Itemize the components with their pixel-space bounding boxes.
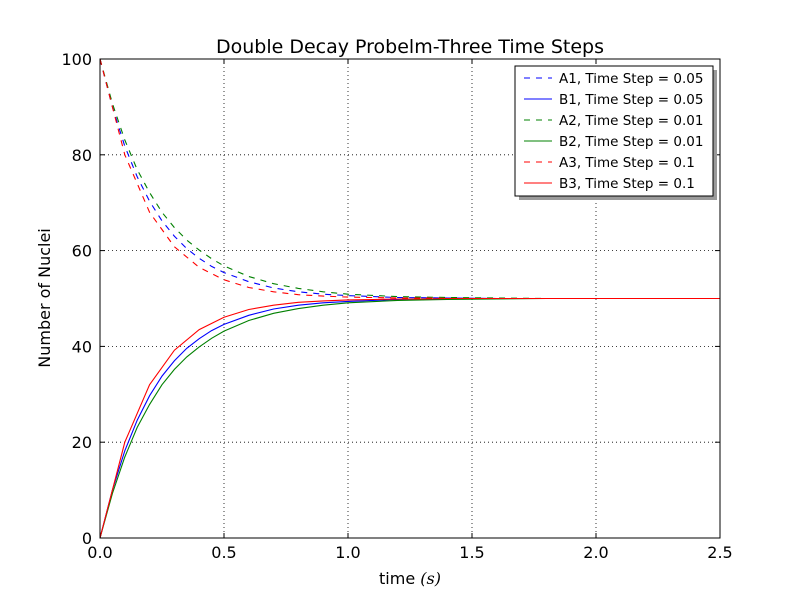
series-line-b3 <box>99 297 720 539</box>
y-tick-label: 40 <box>72 337 92 356</box>
legend-label: B1, Time Step = 0.05 <box>559 92 703 108</box>
y-tick-label: 20 <box>72 433 92 452</box>
legend-label: B3, Time Step = 0.1 <box>559 176 695 192</box>
y-tick-label: 80 <box>72 146 92 165</box>
x-axis-label-unit: (s) <box>420 569 441 588</box>
legend-label: A2, Time Step = 0.01 <box>559 113 703 129</box>
x-tick-label: 2.0 <box>583 543 608 562</box>
legend-label: B2, Time Step = 0.01 <box>559 134 703 150</box>
plot-area <box>99 58 720 539</box>
axis-ticks: 0.0 0.5 1.0 1.5 2.0 2.5 0 20 40 60 80 100 <box>61 50 732 562</box>
plot-frame <box>99 58 721 539</box>
y-tick-label: 0 <box>82 529 92 548</box>
x-tick-label: 0.0 <box>87 543 112 562</box>
x-tick-label: 0.5 <box>211 543 236 562</box>
legend-box <box>514 65 714 197</box>
series-line-a3 <box>99 58 720 300</box>
y-tick-label: 100 <box>61 50 92 69</box>
x-tick-label: 1.0 <box>335 543 360 562</box>
legend-label: A1, Time Step = 0.05 <box>559 71 703 87</box>
y-axis-label: Number of Nuclei <box>35 228 54 368</box>
y-tick-label: 60 <box>72 242 92 261</box>
legend-label: A3, Time Step = 0.1 <box>559 155 695 171</box>
x-tick-label: 1.5 <box>459 543 484 562</box>
x-axis-label-text: time <box>379 569 415 588</box>
x-axis-label: time (s) <box>379 569 441 588</box>
chart-title: Double Decay Probelm-Three Time Steps <box>216 36 604 58</box>
x-tick-label: 2.5 <box>707 543 732 562</box>
legend: A1, Time Step = 0.05 B1, Time Step = 0.05… <box>514 65 717 200</box>
